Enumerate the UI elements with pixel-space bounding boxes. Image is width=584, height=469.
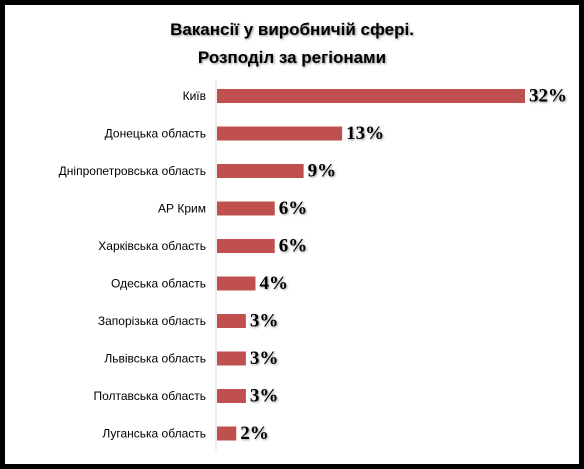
- chart-subtitle: Розподіл за регіонами: [197, 48, 387, 67]
- category-label: Луганська область: [102, 427, 206, 441]
- data-label: 32%: [529, 86, 567, 107]
- category-label: Полтавська область: [93, 389, 206, 403]
- bar: [217, 164, 304, 178]
- bar: [217, 351, 246, 366]
- bar: [217, 426, 237, 441]
- data-label: 3%: [250, 386, 279, 407]
- category-label: АР Крим: [158, 202, 206, 216]
- data-label: 2%: [240, 423, 269, 444]
- category-label: Київ: [183, 89, 206, 103]
- data-label: 6%: [279, 236, 308, 257]
- category-label: Дніпропетровська область: [59, 164, 206, 178]
- category-label: Львівська область: [104, 352, 206, 366]
- category-label: Запорізька область: [98, 314, 206, 328]
- data-label: 4%: [260, 273, 289, 294]
- data-label: 3%: [250, 311, 279, 332]
- data-label: 9%: [308, 161, 337, 182]
- category-label: Одеська область: [111, 277, 206, 291]
- bar: [217, 314, 246, 328]
- bar: [217, 239, 275, 253]
- category-label: Донецька область: [105, 127, 206, 141]
- data-label: 3%: [250, 348, 279, 369]
- bar: [217, 201, 275, 216]
- bar: [217, 89, 525, 103]
- bar: [217, 276, 256, 291]
- chart-title: Вакансії у виробничій сфері.: [170, 20, 414, 39]
- data-label: 6%: [279, 198, 308, 219]
- data-label: 13%: [346, 123, 384, 144]
- category-label: Харківська область: [98, 239, 206, 253]
- bar: [217, 126, 343, 141]
- bar: [217, 389, 246, 403]
